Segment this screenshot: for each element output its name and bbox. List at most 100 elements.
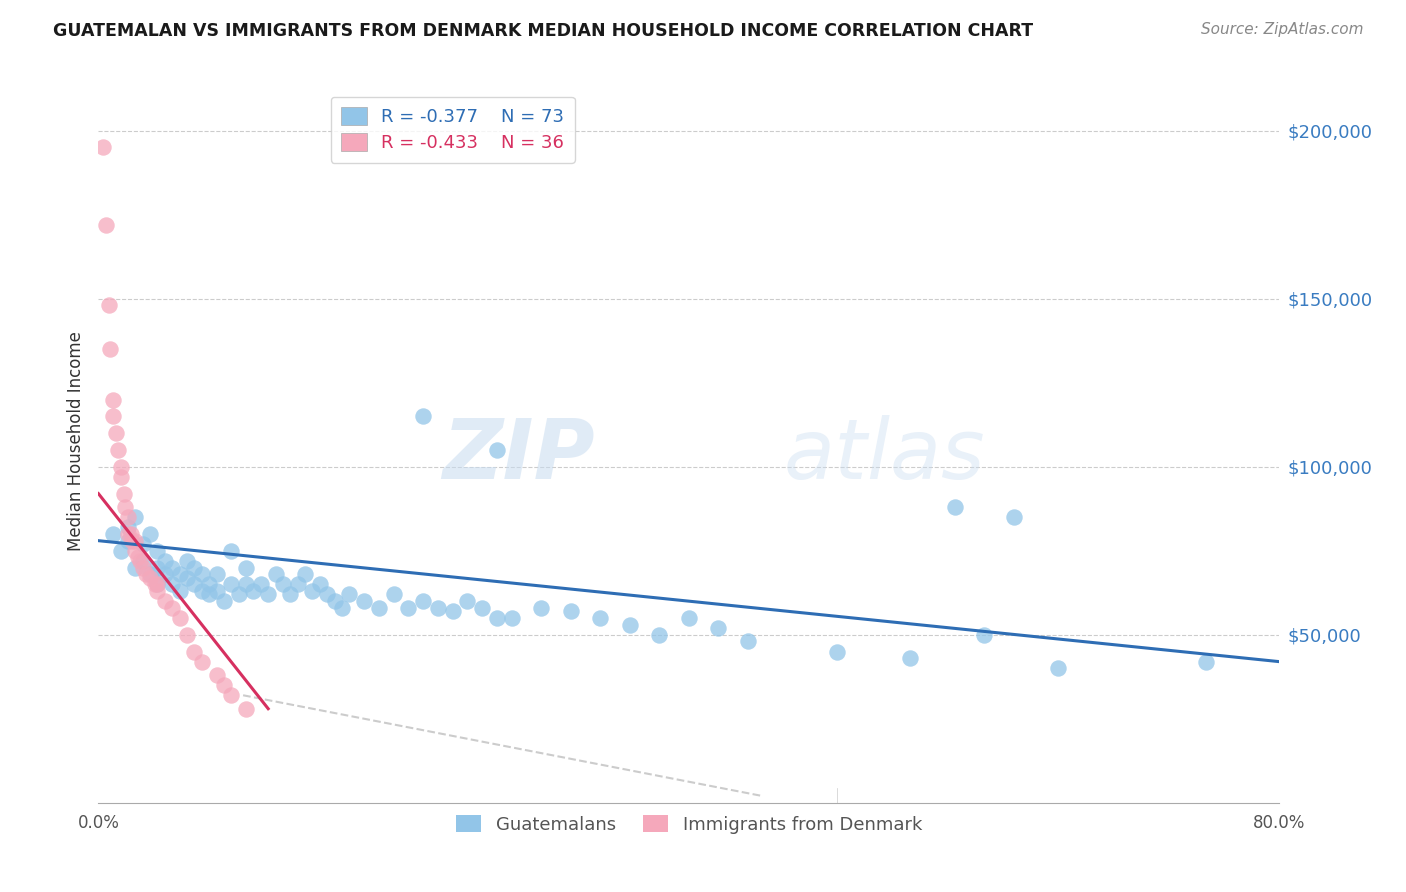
Point	[678, 611, 700, 625]
Point	[146, 577, 169, 591]
Point	[117, 527, 139, 541]
Point	[228, 587, 250, 601]
Point	[235, 577, 257, 591]
Point	[486, 611, 509, 625]
Point	[212, 678, 235, 692]
Point	[103, 392, 125, 407]
Point	[110, 470, 132, 484]
Point	[146, 577, 169, 591]
Point	[235, 702, 257, 716]
Point	[501, 611, 523, 625]
Point	[382, 587, 405, 601]
Point	[127, 550, 149, 565]
Point	[264, 567, 287, 582]
Point	[162, 560, 183, 574]
Point	[139, 567, 162, 582]
Point	[198, 577, 221, 591]
Point	[221, 688, 243, 702]
Point	[1195, 655, 1218, 669]
Point	[486, 442, 509, 457]
Point	[441, 604, 464, 618]
Point	[301, 584, 323, 599]
Point	[205, 567, 228, 582]
Point	[1002, 510, 1025, 524]
Point	[280, 587, 302, 601]
Point	[124, 560, 146, 574]
Point	[97, 298, 120, 312]
Point	[135, 567, 157, 582]
Point	[110, 543, 132, 558]
Point	[169, 611, 191, 625]
Point	[162, 577, 183, 591]
Point	[973, 628, 995, 642]
Point	[825, 644, 848, 658]
Point	[648, 628, 671, 642]
Point	[117, 510, 139, 524]
Point	[212, 594, 235, 608]
Text: GUATEMALAN VS IMMIGRANTS FROM DENMARK MEDIAN HOUSEHOLD INCOME CORRELATION CHART: GUATEMALAN VS IMMIGRANTS FROM DENMARK ME…	[53, 22, 1033, 40]
Point	[191, 655, 214, 669]
Point	[176, 554, 198, 568]
Point	[110, 459, 132, 474]
Point	[146, 584, 169, 599]
Point	[124, 543, 146, 558]
Point	[117, 520, 139, 534]
Point	[98, 342, 121, 356]
Point	[198, 587, 221, 601]
Point	[398, 600, 420, 615]
Point	[132, 560, 155, 574]
Point	[121, 533, 143, 548]
Point	[205, 668, 228, 682]
Point	[139, 571, 162, 585]
Point	[124, 510, 146, 524]
Point	[94, 218, 117, 232]
Y-axis label: Median Household Income: Median Household Income	[66, 332, 84, 551]
Point	[353, 594, 375, 608]
Point	[287, 577, 309, 591]
Point	[132, 537, 155, 551]
Point	[309, 577, 332, 591]
Point	[183, 560, 205, 574]
Point	[257, 587, 280, 601]
Point	[139, 527, 162, 541]
Point	[339, 587, 361, 601]
Point	[191, 567, 214, 582]
Point	[427, 600, 450, 615]
Point	[124, 533, 146, 548]
Point	[117, 533, 139, 548]
Point	[205, 584, 228, 599]
Point	[412, 409, 434, 424]
Text: Source: ZipAtlas.com: Source: ZipAtlas.com	[1201, 22, 1364, 37]
Point	[619, 617, 641, 632]
Point	[143, 577, 166, 591]
Point	[368, 600, 391, 615]
Point	[943, 500, 966, 514]
Point	[105, 426, 128, 441]
Point	[103, 527, 125, 541]
Point	[221, 543, 243, 558]
Legend: Guatemalans, Immigrants from Denmark: Guatemalans, Immigrants from Denmark	[446, 804, 932, 845]
Point	[250, 577, 273, 591]
Point	[120, 527, 142, 541]
Point	[737, 634, 759, 648]
Point	[114, 500, 136, 514]
Point	[323, 594, 346, 608]
Point	[112, 486, 135, 500]
Point	[560, 604, 582, 618]
Point	[1046, 661, 1070, 675]
Point	[132, 554, 155, 568]
Text: ZIP: ZIP	[441, 416, 595, 497]
Point	[162, 600, 183, 615]
Point	[91, 140, 114, 154]
Point	[107, 442, 129, 457]
Point	[153, 594, 176, 608]
Point	[271, 577, 294, 591]
Point	[183, 644, 205, 658]
Text: atlas: atlas	[783, 416, 986, 497]
Point	[221, 577, 243, 591]
Point	[183, 577, 205, 591]
Point	[471, 600, 494, 615]
Point	[176, 571, 198, 585]
Point	[330, 600, 353, 615]
Point	[153, 554, 176, 568]
